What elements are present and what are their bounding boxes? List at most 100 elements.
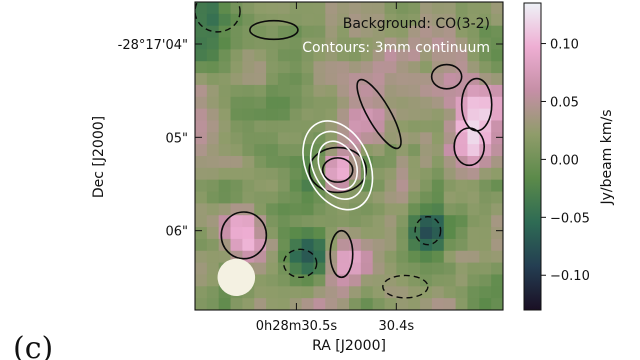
map-pixel [254, 49, 267, 62]
map-pixel [277, 37, 291, 50]
map-pixel [491, 179, 503, 193]
map-pixel [195, 61, 208, 74]
map-pixel [230, 25, 243, 39]
map-pixel [289, 286, 303, 299]
map-pixel [313, 286, 326, 299]
map-pixel [230, 49, 243, 62]
map-pixel [396, 227, 409, 240]
map-pixel [455, 227, 469, 240]
map-pixel [360, 37, 374, 50]
map-pixel [337, 49, 350, 62]
map-pixel [289, 120, 303, 133]
map-pixel [491, 238, 503, 252]
map-pixel [266, 227, 279, 240]
map-pixel [289, 156, 303, 169]
map-pixel [337, 298, 350, 310]
map-pixel [289, 179, 303, 193]
map-pixel [360, 215, 374, 228]
map-pixel [396, 13, 409, 27]
map-pixel [337, 250, 350, 264]
colorbar-tick-label: 0.00 [550, 153, 579, 168]
map-pixel [254, 37, 267, 50]
map-pixel [384, 156, 397, 169]
map-pixel [337, 73, 350, 86]
map-pixel [455, 2, 469, 15]
map-pixel [443, 203, 457, 216]
map-pixel [277, 73, 291, 86]
map-pixel [384, 25, 397, 39]
map-pixel [360, 203, 374, 216]
map-pixel [206, 274, 220, 287]
map-pixel [491, 25, 503, 39]
map-pixel [491, 250, 503, 264]
map-pixel [491, 167, 503, 181]
map-pixel [443, 13, 457, 27]
map-pixel [289, 108, 303, 122]
map-pixel [277, 167, 291, 181]
map-pixel [396, 73, 409, 86]
co-contour-positive [249, 19, 299, 41]
map-pixel [254, 120, 267, 133]
map-pixel [372, 191, 386, 204]
map-pixel [195, 13, 208, 27]
map-pixel [349, 167, 362, 181]
y-tick-label: -28°17'04" [118, 38, 188, 53]
map-pixel [479, 250, 492, 264]
y-axis-label: Dec [J2000] [91, 116, 107, 198]
map-pixel [266, 215, 279, 228]
map-pixel [420, 144, 433, 157]
map-pixel [277, 298, 291, 310]
map-pixel [266, 49, 279, 62]
map-pixel [325, 215, 338, 228]
map-pixel [396, 144, 409, 157]
map-pixel [230, 238, 243, 252]
map-pixel [254, 96, 267, 110]
map-pixel [195, 73, 208, 86]
map-pixel [254, 274, 267, 287]
map-pixel [206, 286, 220, 299]
map-pixel [443, 108, 457, 122]
map-pixel [254, 84, 267, 98]
map-pixel [301, 298, 315, 310]
map-pixel [289, 215, 303, 228]
map-pixel [266, 61, 279, 74]
map-pixel [443, 286, 457, 299]
map-pixel [467, 96, 480, 110]
map-pixel [242, 227, 255, 240]
map-pixel [230, 227, 243, 240]
map-pixel [254, 286, 267, 299]
map-pixel [443, 2, 457, 15]
map-pixel [277, 238, 291, 252]
map-pixel [349, 108, 362, 122]
map-pixel [443, 156, 457, 169]
map-pixel [277, 227, 291, 240]
map-pixel [254, 61, 267, 74]
map-pixel [384, 215, 397, 228]
map-pixel [277, 49, 291, 62]
map-pixel [242, 238, 255, 252]
map-pixel [206, 61, 220, 74]
map-pixel [254, 167, 267, 181]
map-pixel [443, 250, 457, 264]
map-pixel [455, 120, 469, 133]
map-pixel [431, 286, 445, 299]
map-pixel [372, 274, 386, 287]
map-pixel [337, 144, 350, 157]
map-pixel [206, 132, 220, 145]
map-pixel [431, 250, 445, 264]
map-pixel [337, 96, 350, 110]
map-pixel [277, 215, 291, 228]
map-pixel [242, 49, 255, 62]
map-pixel [230, 73, 243, 86]
map-pixel [396, 215, 409, 228]
map-pixel [479, 262, 492, 276]
map-pixel [479, 238, 492, 252]
map-pixel [479, 25, 492, 39]
map-pixel [195, 286, 208, 299]
map-pixel [384, 286, 397, 299]
map-pixel [467, 61, 480, 74]
continuum-contour [309, 130, 366, 200]
map-pixel [396, 120, 409, 133]
x-tick-label: 30.4s [378, 319, 414, 334]
map-pixel [349, 262, 362, 276]
